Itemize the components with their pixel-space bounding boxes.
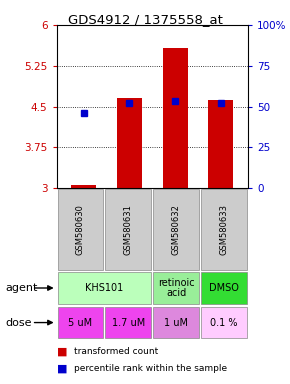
Bar xyxy=(57,189,104,270)
Text: 0.1 %: 0.1 % xyxy=(210,318,238,328)
Text: dose: dose xyxy=(6,318,32,328)
Bar xyxy=(208,100,233,188)
Bar xyxy=(162,48,188,188)
Text: GSM580633: GSM580633 xyxy=(220,204,229,255)
Bar xyxy=(153,189,199,270)
Bar xyxy=(105,307,151,338)
Text: KHS101: KHS101 xyxy=(85,283,124,293)
Bar xyxy=(201,273,247,303)
Text: GDS4912 / 1375558_at: GDS4912 / 1375558_at xyxy=(68,13,222,26)
Text: agent: agent xyxy=(6,283,38,293)
Text: GSM580630: GSM580630 xyxy=(76,204,85,255)
Text: 1.7 uM: 1.7 uM xyxy=(112,318,145,328)
Text: GSM580631: GSM580631 xyxy=(124,204,133,255)
Bar xyxy=(153,273,199,303)
Bar xyxy=(71,185,96,188)
Bar xyxy=(57,273,151,303)
Bar xyxy=(201,307,247,338)
Text: DMSO: DMSO xyxy=(209,283,239,293)
Bar xyxy=(153,307,199,338)
Text: ■: ■ xyxy=(57,364,67,374)
Text: 1 uM: 1 uM xyxy=(164,318,188,328)
Text: retinoic
acid: retinoic acid xyxy=(158,278,195,298)
Text: GSM580632: GSM580632 xyxy=(172,204,181,255)
Text: 5 uM: 5 uM xyxy=(68,318,93,328)
Text: transformed count: transformed count xyxy=(74,347,158,356)
Text: percentile rank within the sample: percentile rank within the sample xyxy=(74,364,227,373)
Bar xyxy=(201,189,247,270)
Bar xyxy=(105,189,151,270)
Bar xyxy=(57,307,104,338)
Text: ■: ■ xyxy=(57,346,67,356)
Bar xyxy=(117,98,142,188)
